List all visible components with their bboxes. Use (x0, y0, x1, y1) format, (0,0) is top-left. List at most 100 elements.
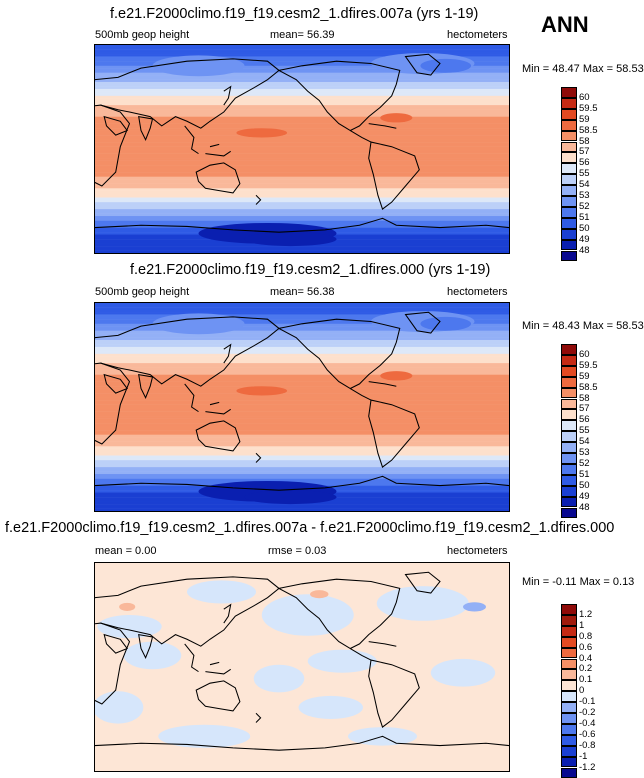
field-band (95, 425, 509, 428)
field-band (95, 375, 509, 378)
panel2-map-svg (95, 303, 509, 511)
colorbar-tick-label: 49 (579, 235, 590, 245)
colorbar-tick-label: 59 (579, 115, 590, 125)
field-band (95, 365, 509, 368)
field-band (95, 165, 509, 168)
colorbar-swatch (561, 508, 577, 519)
field-band (95, 458, 509, 461)
colorbar-tick-label: 57 (579, 404, 590, 414)
field-band (95, 460, 509, 463)
field-band (95, 361, 509, 364)
field-band (95, 204, 509, 207)
field-band (95, 345, 509, 348)
field-band (95, 94, 509, 97)
colorbar-swatch (561, 497, 577, 508)
field-band (95, 430, 509, 433)
colorbar-swatch (561, 218, 577, 229)
field-band (95, 465, 509, 468)
colorbar-tick-label: 0.1 (579, 675, 592, 685)
field-band (95, 352, 509, 355)
field-band (95, 451, 509, 454)
colorbar-tick-label: 0.2 (579, 664, 592, 674)
colorbar-tick-label: -1 (579, 752, 587, 762)
field-band (95, 119, 509, 122)
colorbar-tick-label: 60 (579, 93, 590, 103)
panel1-minmax-label: Min = 48.47 Max = 58.53 (522, 63, 644, 75)
colorbar-swatch (561, 120, 577, 131)
field-band (95, 303, 509, 306)
field-band (95, 107, 509, 110)
field-band (95, 186, 509, 189)
colorbar-swatch (561, 659, 577, 670)
field-band (95, 161, 509, 164)
field-band (95, 506, 509, 509)
field-band (95, 393, 509, 396)
field-band (95, 469, 509, 472)
field-band (95, 409, 509, 412)
field-band (95, 45, 509, 48)
colorbar-swatch (561, 604, 577, 615)
field-band (95, 246, 509, 249)
colorbar-swatch (561, 409, 577, 420)
field-band (95, 147, 509, 150)
panel1-units-label: hectometers (447, 29, 508, 41)
field-band (95, 202, 509, 205)
field-band (95, 308, 509, 311)
field-band (95, 114, 509, 117)
field-band (95, 124, 509, 127)
colorbar-tick-label: -0.8 (579, 741, 595, 751)
field-band (95, 412, 509, 415)
panel1-title: f.e21.F2000climo.f19_f19.cesm2_1.dfires.… (110, 6, 478, 22)
colorbar-swatch (561, 648, 577, 659)
colorbar-swatch (561, 355, 577, 366)
diff-negative-area (187, 580, 256, 603)
colorbar-tick-label: -0.4 (579, 719, 595, 729)
colorbar-swatch (561, 724, 577, 735)
colorbar-swatch (561, 768, 577, 778)
field-band (95, 191, 509, 194)
colorbar-tick-label: 56 (579, 158, 590, 168)
colorbar-swatch (561, 87, 577, 98)
field-band (95, 467, 509, 470)
field-band (95, 112, 509, 115)
colorbar-swatch (561, 615, 577, 626)
field-band (95, 89, 509, 92)
colorbar-swatch (561, 131, 577, 142)
colorbar-tick-label: 54 (579, 437, 590, 447)
panel3-title: f.e21.F2000climo.f19_f19.cesm2_1.dfires.… (5, 520, 614, 536)
field-band (95, 370, 509, 373)
field-band (95, 449, 509, 452)
field-band (95, 432, 509, 435)
panel3-rmse-label: rmse = 0.03 (268, 545, 326, 557)
panel3-map-svg (95, 563, 509, 771)
colorbar-tick-label: 1.2 (579, 610, 592, 620)
field-band (95, 428, 509, 431)
field-contour (236, 386, 287, 395)
colorbar-tick-label: 51 (579, 470, 590, 480)
colorbar-swatch (561, 240, 577, 251)
colorbar-tick-label: 56 (579, 415, 590, 425)
field-band (95, 349, 509, 352)
field-band (95, 347, 509, 350)
field-band (95, 386, 509, 389)
colorbar-swatch (561, 746, 577, 757)
colorbar-swatch (561, 757, 577, 768)
field-contour (245, 490, 337, 504)
field-band (95, 340, 509, 343)
colorbar-swatch (561, 366, 577, 377)
field-band (95, 391, 509, 394)
field-band (95, 158, 509, 161)
colorbar-tick-label: 58 (579, 137, 590, 147)
panel1-variable-label: 500mb geop height (95, 29, 189, 41)
colorbar-tick-label: -0.6 (579, 730, 595, 740)
diff-positive-core (119, 603, 135, 611)
field-band (95, 137, 509, 140)
field-band (95, 80, 509, 83)
colorbar-tick-label: 55 (579, 426, 590, 436)
field-band (95, 405, 509, 408)
field-band (95, 331, 509, 334)
colorbar-tick-label: -0.2 (579, 708, 595, 718)
field-band (95, 216, 509, 219)
field-band (95, 333, 509, 336)
